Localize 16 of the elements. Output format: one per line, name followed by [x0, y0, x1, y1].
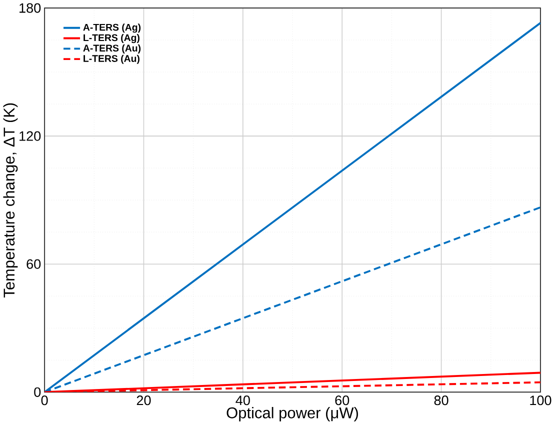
x-tick-label: 80: [434, 396, 448, 406]
x-axis-title: Optical power (μW): [226, 407, 358, 422]
legend-label: A-TERS (Au): [83, 44, 141, 54]
y-tick-label: 120: [20, 131, 41, 142]
y-tick-label: 180: [20, 3, 41, 13]
legend-label: A-TERS (Ag): [83, 24, 141, 33]
y-tick-label: 0: [34, 388, 41, 398]
x-tick-label: 20: [136, 396, 151, 406]
x-tick-label: 100: [530, 396, 552, 406]
legend-label: L-TERS (Au): [84, 55, 140, 64]
legend-label: L-TERS (Ag): [84, 34, 140, 44]
y-axis-title: Temperature change, ΔT (K): [3, 104, 18, 298]
y-tick-label: 60: [26, 259, 41, 270]
x-tick-label: 60: [335, 396, 350, 406]
x-tick-label: 0: [41, 396, 48, 406]
x-tick-label: 40: [236, 396, 250, 406]
